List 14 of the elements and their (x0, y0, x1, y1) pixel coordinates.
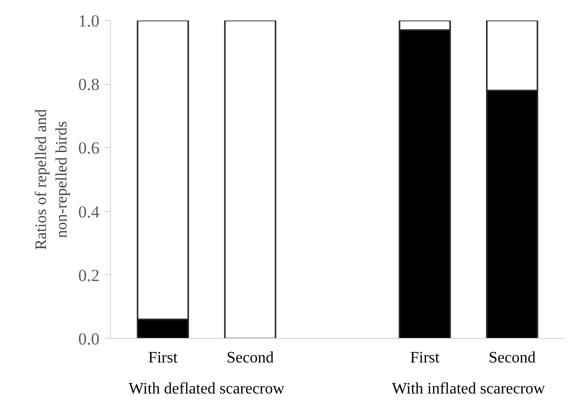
x-tick-label: Second (488, 350, 536, 366)
x-tick-label: Second (226, 350, 274, 366)
bar (224, 20, 276, 338)
text: With deflated scarecrow (128, 380, 285, 398)
x-tick-label: First (148, 350, 178, 366)
y-tick-label: 0.4 (78, 202, 100, 222)
y-tick-label: 0.6 (78, 138, 100, 158)
y-tick-label: 0.0 (78, 330, 100, 348)
text: With inflated scarecrow (392, 380, 546, 398)
y-tick-label: 0.2 (78, 266, 100, 285)
y-tick-label: 0.8 (78, 75, 100, 94)
x-tick-label: First (410, 350, 440, 366)
y-axis-title: Ratios of repelled and non-repelled birds (32, 109, 70, 250)
y-tick-label: 1.0 (78, 12, 100, 30)
